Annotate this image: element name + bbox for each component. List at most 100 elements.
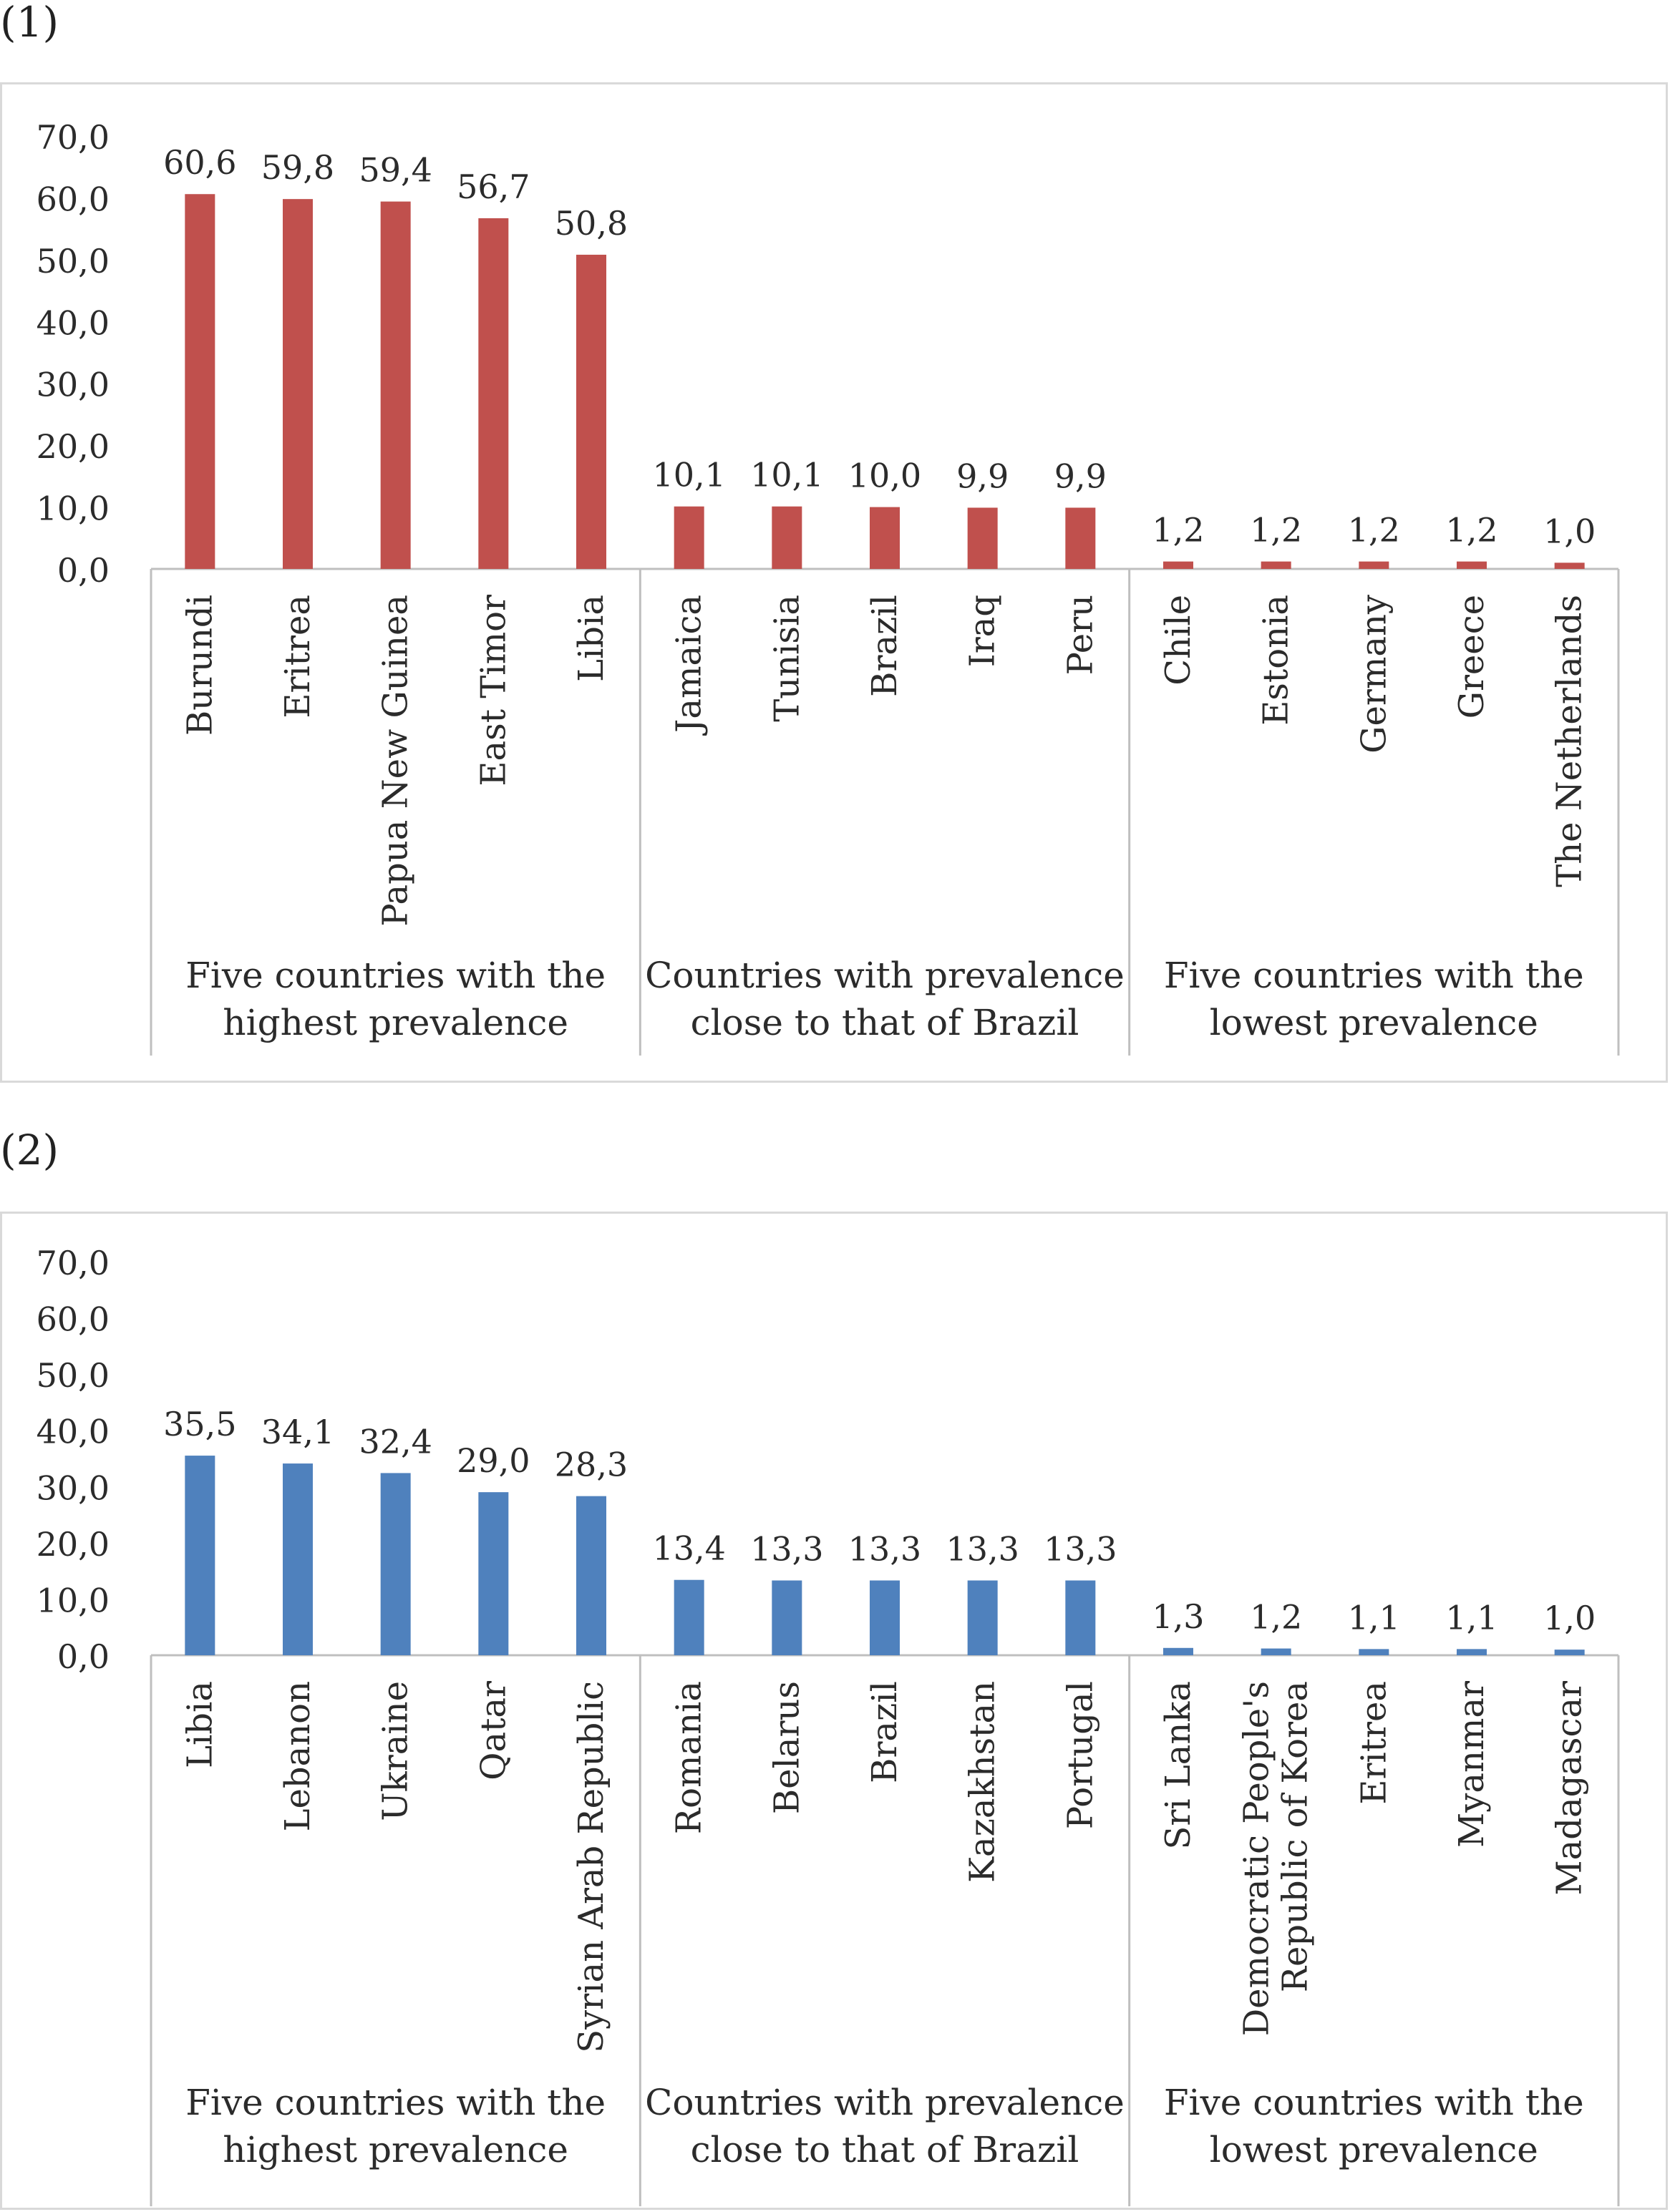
bar (674, 506, 704, 569)
group-label: close to that of Brazil (691, 2129, 1079, 2170)
bar (967, 1580, 998, 1655)
x-category-label: Syrian Arab Republic (571, 1681, 611, 2053)
y-tick-label: 40,0 (37, 1413, 110, 1451)
bar (1554, 1650, 1585, 1655)
x-category-label: Democratic People's (1237, 1681, 1277, 2036)
bar (478, 218, 509, 569)
data-label: 1,2 (1250, 1598, 1302, 1637)
bar (185, 194, 215, 569)
bar (185, 1456, 215, 1655)
x-category-label: Romania (669, 1681, 709, 1834)
group-label: Countries with prevalence (645, 2082, 1125, 2123)
data-label: 50,8 (555, 204, 628, 243)
x-category-label: Madagascar (1550, 1681, 1590, 1896)
data-label: 13,3 (848, 1530, 921, 1569)
y-tick-label: 60,0 (37, 180, 110, 218)
x-category-label: Brazil (865, 595, 905, 697)
y-tick-label: 50,0 (37, 242, 110, 281)
data-label: 1,0 (1543, 1599, 1596, 1637)
y-tick-label: 20,0 (37, 1525, 110, 1564)
x-category-label: Greece (1452, 595, 1492, 718)
x-category-label: Germany (1354, 595, 1394, 754)
bar (674, 1579, 704, 1655)
group-label: Five countries with the (185, 955, 606, 996)
x-category-label: Estonia (1256, 595, 1296, 726)
bar (576, 254, 606, 569)
data-label: 1,2 (1348, 511, 1400, 550)
bar (1261, 1648, 1291, 1655)
data-label: 32,4 (359, 1422, 432, 1461)
data-label: 56,7 (457, 167, 530, 206)
bar (1163, 561, 1193, 569)
x-category-label: Myanmar (1452, 1681, 1492, 1848)
x-category-label: Burundi (180, 595, 220, 736)
data-label: 60,6 (163, 143, 236, 182)
x-category-label: Ukraine (376, 1681, 416, 1821)
chart-frame-1: 0,0 10,0 20,0 30,0 40,0 50,0 60,0 70,0 60,6 Burun… (0, 82, 1668, 1083)
bar (1065, 507, 1096, 569)
group-label: Five countries with the (1164, 955, 1584, 996)
bar (283, 199, 313, 569)
data-label: 9,9 (1054, 457, 1107, 495)
data-label: 9,9 (956, 457, 1009, 495)
chart-1: 0,0 10,0 20,0 30,0 40,0 50,0 60,0 70,0 60,6 Burun… (37, 118, 1620, 1056)
y-tick-label: 70,0 (37, 118, 110, 157)
x-category-label: Chile (1158, 595, 1198, 686)
x-category-label: Eritrea (1354, 1681, 1394, 1805)
y-tick-label: 10,0 (37, 489, 110, 528)
x-category-label: Kazakhstan (963, 1681, 1003, 1883)
data-label: 1,1 (1445, 1598, 1497, 1637)
data-label: 1,2 (1152, 511, 1204, 550)
bar (1065, 1580, 1096, 1655)
x-category-label: Republic of Korea (1276, 1681, 1316, 1992)
bar (1457, 561, 1487, 569)
bar (1457, 1649, 1487, 1655)
data-label: 13,4 (652, 1529, 725, 1568)
x-category-label: Qatar (473, 1681, 513, 1780)
x-category-label: Portugal (1060, 1681, 1100, 1829)
bar (772, 506, 802, 569)
bar (1359, 1649, 1389, 1655)
y-tick-label: 0,0 (57, 1637, 110, 1676)
data-label: 1,3 (1152, 1597, 1204, 1636)
x-category-label: Tunisia (767, 595, 807, 722)
data-label: 59,8 (261, 148, 334, 187)
data-label: 1,0 (1543, 512, 1596, 550)
bar (870, 1580, 900, 1655)
x-category-label: The Netherlands (1550, 595, 1590, 887)
y-tick-label: 60,0 (37, 1300, 110, 1339)
bar (772, 1580, 802, 1655)
bar (478, 1492, 509, 1655)
group-label: highest prevalence (223, 2129, 568, 2170)
data-label: 13,3 (750, 1530, 823, 1569)
x-category-label: Jamaica (669, 595, 709, 736)
chart-frame-2: 0,0 10,0 20,0 30,0 40,0 50,0 60,0 70,0 35,5 Libia… (0, 1212, 1668, 2210)
x-category-label: Lebanon (278, 1681, 318, 1831)
bar (870, 507, 900, 569)
panel-label-1: (1) (0, 0, 59, 47)
bar (1163, 1647, 1193, 1655)
x-category-label: Libia (180, 1681, 220, 1768)
x-category-label: Brazil (865, 1681, 905, 1783)
y-tick-label: 70,0 (37, 1244, 110, 1282)
data-label: 28,3 (555, 1446, 628, 1484)
data-label: 1,2 (1445, 511, 1497, 550)
group-label: highest prevalence (223, 1002, 568, 1043)
y-tick-label: 20,0 (37, 427, 110, 466)
data-label: 35,5 (163, 1405, 236, 1443)
data-label: 13,3 (946, 1530, 1019, 1569)
x-category-label: Eritrea (278, 595, 318, 718)
group-label: close to that of Brazil (691, 1002, 1079, 1043)
group-label: lowest prevalence (1210, 2129, 1538, 2170)
group-label: lowest prevalence (1210, 1002, 1538, 1043)
bar (1359, 561, 1389, 569)
y-tick-label: 40,0 (37, 303, 110, 342)
group-label: Countries with prevalence (645, 955, 1125, 996)
x-category-label: Sri Lanka (1158, 1681, 1198, 1850)
x-category-label: Papua New Guinea (376, 595, 416, 927)
data-label: 13,3 (1044, 1530, 1117, 1569)
x-category-label: East Timor (473, 595, 513, 786)
group-label: Five countries with the (1164, 2082, 1584, 2123)
y-tick-label: 30,0 (37, 366, 110, 404)
group-label: Five countries with the (185, 2082, 606, 2123)
